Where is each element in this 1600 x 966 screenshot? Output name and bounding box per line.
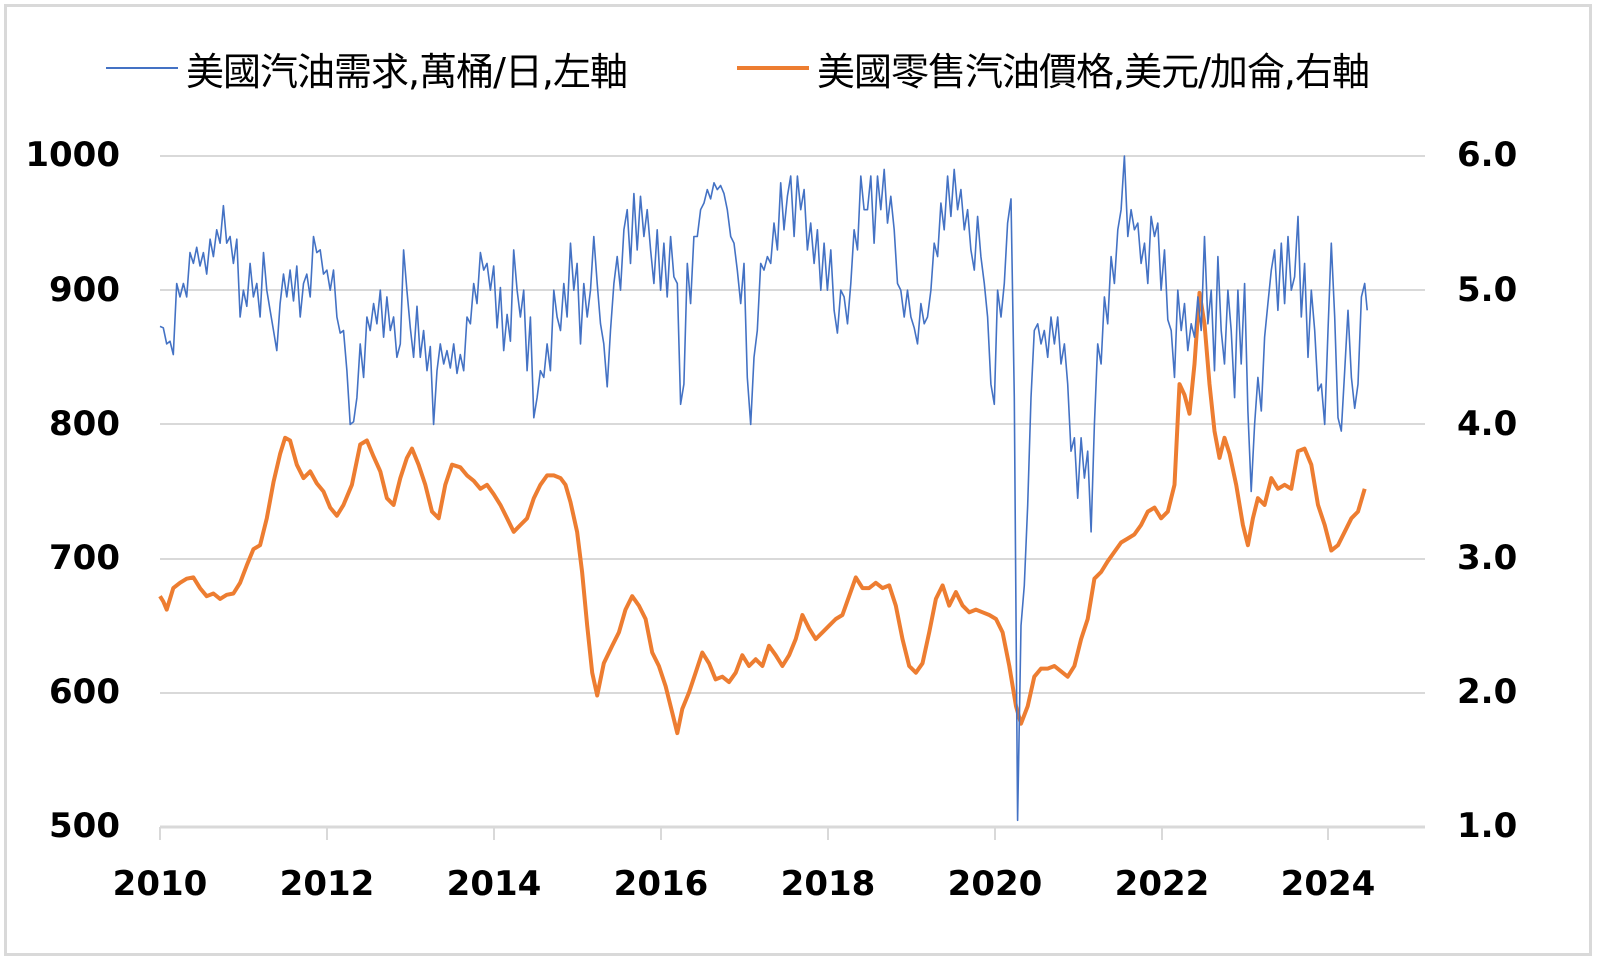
x-axis xyxy=(159,825,1425,840)
series-line-gasoline-price xyxy=(158,290,1367,736)
y-right-tick-5: 5.0 xyxy=(1457,270,1518,310)
x-tick-2024: 2024 xyxy=(1280,864,1376,904)
legend-line-blue-icon xyxy=(106,67,178,69)
legend-label-demand: 美國汽油需求,萬桶/日,左軸 xyxy=(186,49,628,94)
y-right-tick-3: 3.0 xyxy=(1457,538,1518,578)
series-line-gasoline-demand xyxy=(159,155,1368,822)
y-right-tick-6: 6.0 xyxy=(1457,135,1518,175)
legend-item-gasoline-price: 美國零售汽油價格,美元/加侖,右軸 xyxy=(737,38,1370,98)
y-right-tick-2: 2.0 xyxy=(1457,672,1518,712)
y-left-tick-700: 700 xyxy=(49,538,120,578)
legend-label-price: 美國零售汽油價格,美元/加侖,右軸 xyxy=(817,49,1370,94)
y-left-tick-600: 600 xyxy=(49,672,120,712)
y-right-tick-4: 4.0 xyxy=(1457,404,1518,444)
x-tick-2012: 2012 xyxy=(279,864,375,904)
chart-frame xyxy=(4,4,1592,956)
x-tick-2014: 2014 xyxy=(446,864,542,904)
legend-item-gasoline-demand: 美國汽油需求,萬桶/日,左軸 xyxy=(106,38,628,98)
y-right-tick-1: 1.0 xyxy=(1457,806,1518,846)
x-tick-2022: 2022 xyxy=(1114,864,1210,904)
x-tick-2018: 2018 xyxy=(780,864,876,904)
x-tick-2010: 2010 xyxy=(112,864,208,904)
y-left-tick-1000: 1000 xyxy=(25,135,120,175)
y-left-tick-500: 500 xyxy=(49,806,120,846)
chart-legend: 美國汽油需求,萬桶/日,左軸 美國零售汽油價格,美元/加侖,右軸 xyxy=(0,38,1600,98)
y-left-tick-900: 900 xyxy=(49,270,120,310)
x-tick-2016: 2016 xyxy=(613,864,709,904)
y-left-tick-800: 800 xyxy=(49,404,120,444)
legend-line-orange-icon xyxy=(737,66,809,70)
x-tick-2020: 2020 xyxy=(947,864,1043,904)
